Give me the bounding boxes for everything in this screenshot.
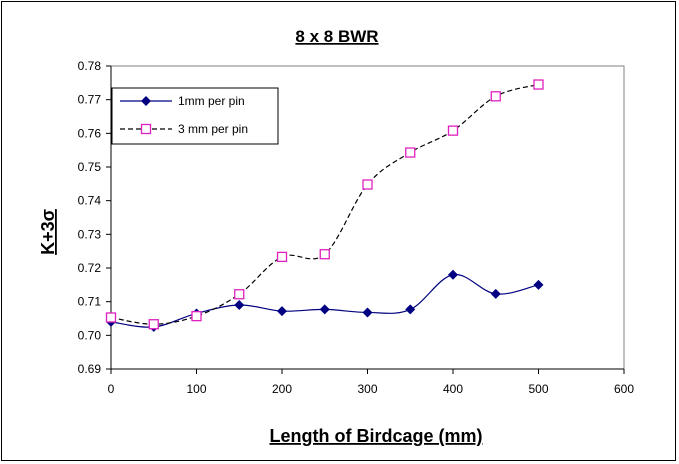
- y-axis-title: K+3σ: [38, 209, 58, 255]
- y-tick-label: 0.77: [78, 93, 102, 107]
- y-tick-label: 0.70: [78, 328, 102, 342]
- data-point-diamond: [533, 279, 544, 290]
- chart-title: 8 x 8 BWR: [295, 27, 378, 46]
- y-tick-label: 0.74: [78, 194, 102, 208]
- legend-label-1mm: 1mm per pin: [178, 94, 245, 108]
- data-point-diamond: [234, 300, 245, 311]
- data-point-square: [276, 251, 288, 263]
- x-tick-label: 400: [443, 382, 463, 396]
- x-axis-title: Length of Birdcage (mm): [269, 426, 482, 446]
- y-tick-label: 0.72: [78, 261, 102, 275]
- x-ticks: 0 100 200 300 400 500 600: [108, 369, 634, 396]
- data-point-square: [105, 312, 117, 323]
- x-tick-label: 0: [108, 382, 115, 396]
- y-tick-label: 0.75: [78, 160, 102, 174]
- data-point-diamond: [277, 306, 287, 317]
- y-tick-label: 0.71: [78, 295, 102, 309]
- x-tick-label: 300: [357, 382, 377, 396]
- x-tick-label: 200: [272, 382, 292, 396]
- legend-box: [111, 87, 279, 145]
- series-layer: [105, 79, 544, 332]
- series-line: [110, 274, 539, 328]
- series-1: [105, 79, 544, 330]
- x-tick-label: 500: [528, 382, 548, 396]
- data-point-diamond: [362, 307, 373, 318]
- series-0: [106, 269, 544, 332]
- data-point-diamond: [490, 288, 501, 299]
- data-point-square: [191, 310, 202, 322]
- y-ticks: 0.69 0.70 0.71 0.72 0.73 0.74 0.75 0.76 0.77 0.78: [78, 59, 111, 376]
- data-point-square: [447, 125, 459, 136]
- data-point-square: [234, 289, 245, 300]
- x-tick-label: 100: [186, 382, 206, 396]
- y-tick-label: 0.76: [78, 126, 102, 140]
- data-point-diamond: [405, 304, 416, 315]
- legend: 1mm per pin 3 mm per pin: [111, 87, 279, 145]
- y-tick-label: 0.78: [78, 59, 102, 73]
- data-point-diamond: [319, 304, 330, 315]
- legend-marker-square-icon: [140, 123, 152, 135]
- data-point-diamond: [448, 269, 458, 280]
- x-tick-label: 600: [614, 382, 634, 396]
- legend-label-3mm: 3 mm per pin: [178, 122, 248, 136]
- y-tick-label: 0.73: [78, 227, 102, 241]
- data-point-square: [405, 147, 416, 158]
- data-point-square: [362, 179, 373, 190]
- legend-marker-diamond-icon: [141, 96, 151, 106]
- data-point-square: [148, 319, 159, 330]
- data-point-square: [533, 79, 544, 90]
- y-tick-label: 0.69: [78, 362, 102, 376]
- data-point-square: [319, 249, 330, 260]
- data-point-square: [490, 91, 501, 102]
